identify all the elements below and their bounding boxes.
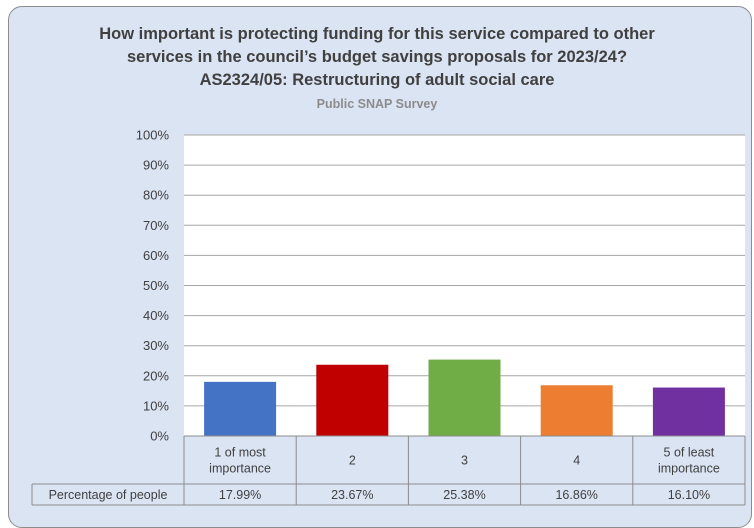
bar	[204, 381, 277, 436]
y-tick-label: 90%	[143, 158, 169, 173]
chart-title-line-2: services in the council’s budget savings…	[126, 48, 628, 66]
y-tick-label: 80%	[143, 188, 169, 203]
y-tick-label: 40%	[143, 308, 169, 323]
table-value-label: 17.99%	[219, 488, 261, 502]
chart-title-line-3: AS2324/05: Restructuring of adult social…	[199, 71, 555, 89]
bar	[652, 387, 725, 436]
y-tick-label: 0%	[150, 429, 169, 444]
chart-title-line-1: How important is protecting funding for …	[99, 25, 655, 43]
y-tick-label: 10%	[143, 398, 169, 413]
y-tick-label: 70%	[143, 218, 169, 233]
bar	[316, 364, 389, 436]
bar	[540, 385, 613, 436]
x-category-label: 4	[573, 454, 580, 468]
y-tick-label: 50%	[143, 278, 169, 293]
bar	[428, 359, 501, 436]
y-tick-label: 30%	[143, 338, 169, 353]
table-value-label: 25.38%	[443, 488, 485, 502]
chart-subtitle: Public SNAP Survey	[316, 97, 438, 111]
table-value-label: 16.10%	[668, 488, 710, 502]
bar-chart: 0% 10% 20% 30% 40% 50% 60% 70% 80% 90% 100% 1 of mo…	[31, 128, 746, 506]
table-value-label: 16.86%	[555, 488, 597, 502]
y-tick-label: 60%	[143, 248, 169, 263]
x-category-label: importance	[209, 462, 271, 476]
y-tick-label: 20%	[143, 368, 169, 383]
x-category-label: importance	[658, 462, 720, 476]
x-category-label: 1 of most	[214, 446, 266, 460]
x-category-label: 5 of least	[664, 446, 715, 460]
table-row-label: Percentage of people	[49, 488, 168, 502]
y-tick-label: 100%	[136, 128, 170, 143]
x-category-label: 2	[349, 454, 356, 468]
table-value-label: 23.67%	[331, 488, 373, 502]
x-category-label: 3	[461, 454, 468, 468]
